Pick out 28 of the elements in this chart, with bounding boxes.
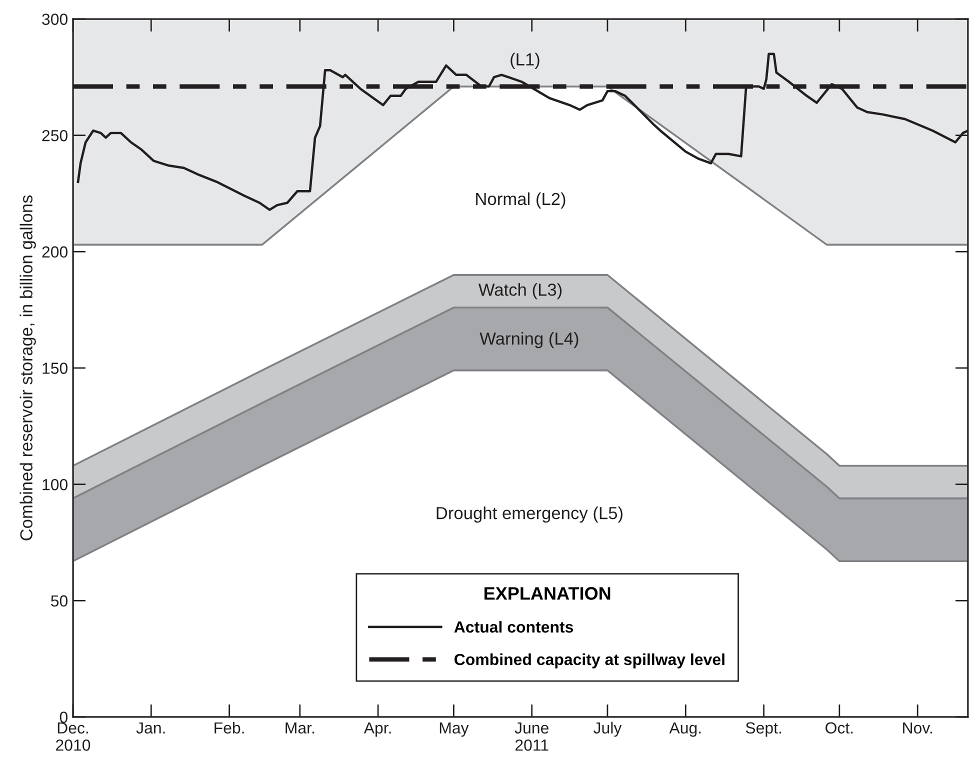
x-tick-label: Aug. [669,722,701,737]
x-tick-label: July [594,722,622,737]
legend-label: Combined capacity at spillway level [454,653,724,668]
legend-label: Actual contents [454,620,574,633]
x-tick-label: Oct. [826,722,853,734]
x-tick-label: Dec. 2010 [56,722,90,751]
x-tick-label: June 2011 [514,722,548,751]
annotation: Drought emergency (L5) [436,506,622,523]
y-tick-label: 0 [60,712,68,723]
annotation: Watch (L3) [478,283,562,300]
y-tick-label: 50 [51,595,68,607]
y-tick-label: 300 [42,14,68,25]
x-tick-label: Apr. [364,722,391,737]
x-tick-label: Mar. [286,722,314,734]
y-axis-title: Combined reservoir storage, in billion gallons [20,195,36,540]
y-tick-label: 150 [42,362,68,374]
y-tick-label: 200 [42,246,68,258]
y-tick-label: 100 [42,478,68,490]
x-tick-label: May [440,722,469,737]
x-tick-label: Nov. [903,722,932,734]
x-tick-label: Sept. [746,722,781,737]
y-tick-label: 250 [42,130,68,142]
legend-title: EXPLANATION [484,587,610,600]
annotation: (L1) [510,52,540,69]
x-tick-label: Jan. [136,722,165,734]
annotation: Warning (L4) [480,332,578,348]
annotation: Normal (L2) [476,192,566,209]
x-tick-label: Feb. [214,722,244,734]
